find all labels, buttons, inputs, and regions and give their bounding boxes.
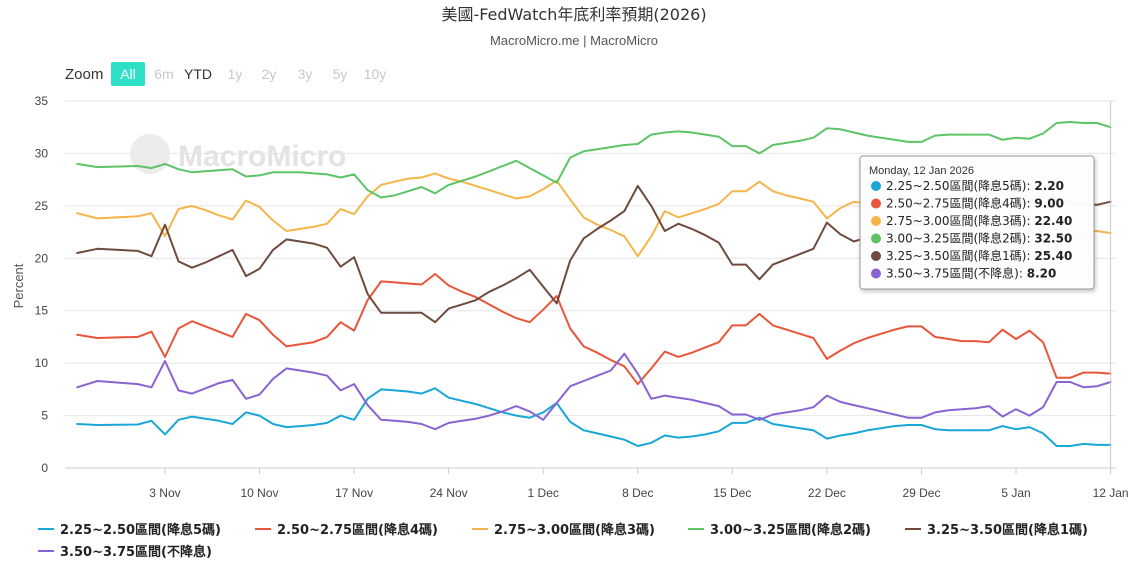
y-tick-label: 0	[41, 461, 48, 475]
x-tick-label: 29 Dec	[902, 486, 940, 500]
legend-label: 2.25~2.50區間(降息5碼)	[60, 522, 221, 538]
x-axis: 3 Nov 10 Nov 17 Nov 24 Nov 1 Dec 8 Dec 15 Dec 2…	[149, 468, 1129, 500]
zoom-btn-bg-0	[111, 62, 145, 86]
tooltip-marker-icon	[871, 233, 881, 244]
x-tick-label: 12 Jan	[1093, 486, 1129, 500]
tooltip-marker-icon	[871, 181, 881, 191]
legend-item-1[interactable]: 2.50~2.75區間(降息4碼)	[255, 522, 438, 538]
tooltip-row-value: 2.20	[1034, 179, 1064, 193]
tooltip-row-value: 9.00	[1034, 197, 1064, 211]
x-tick-label: 1 Dec	[528, 486, 559, 500]
watermark: MacroMicro	[130, 134, 346, 174]
tooltip-row-name: 2.50~2.75區間(降息4碼):	[886, 196, 1034, 211]
tooltip-row: 3.00~3.25區間(降息2碼): 32.50	[886, 231, 1072, 246]
y-axis: 0 5 10 15 20 25 30 35	[35, 94, 49, 475]
legend-item-5[interactable]: 3.50~3.75區間(不降息)	[38, 544, 212, 560]
y-axis-title: Percent	[11, 263, 26, 308]
tooltip-row-name: 3.00~3.25區間(降息2碼):	[886, 231, 1034, 246]
tooltip-row: 2.75~3.00區間(降息3碼): 22.40	[886, 213, 1072, 228]
chart-title: 美國-FedWatch年底利率預期(2026)	[441, 5, 706, 24]
zoom-button-ytd[interactable]: YTD	[184, 66, 212, 82]
tooltip-row-name: 2.75~3.00區間(降息3碼):	[886, 213, 1034, 228]
legend-label: 3.50~3.75區間(不降息)	[60, 544, 212, 560]
legend-label: 3.00~3.25區間(降息2碼)	[710, 522, 871, 538]
zoom-button-1y[interactable]: 1y	[228, 66, 243, 82]
x-tick-label: 10 Nov	[241, 486, 279, 500]
series-line-3[interactable]	[76, 121, 1112, 199]
y-tick-label: 25	[35, 199, 49, 213]
tooltip-marker-icon	[871, 216, 881, 226]
tooltip-row-name: 3.25~3.50區間(降息1碼):	[886, 248, 1034, 263]
tooltip-row: 2.50~2.75區間(降息4碼): 9.00	[886, 196, 1064, 211]
tooltip-row-value: 22.40	[1034, 214, 1072, 228]
y-tick-label: 20	[35, 251, 49, 265]
tooltip-marker-icon	[871, 198, 881, 209]
legend: 2.25~2.50區間(降息5碼) 2.50~2.75區間(降息4碼) 2.75~3…	[38, 522, 1088, 560]
x-tick-label: 24 Nov	[430, 486, 468, 500]
zoom-button-10y[interactable]: 10y	[364, 66, 387, 82]
watermark-logo-icon	[130, 134, 170, 174]
chart-subtitle: MacroMicro.me | MacroMicro	[490, 33, 658, 48]
tooltip-date: Monday, 12 Jan 2026	[869, 165, 974, 177]
legend-item-4[interactable]: 3.25~3.50區間(降息1碼)	[905, 522, 1088, 538]
x-tick-label: 22 Dec	[808, 486, 846, 500]
tooltip-box	[859, 155, 1095, 290]
tooltip-row-value: 32.50	[1034, 232, 1072, 246]
y-tick-label: 15	[35, 304, 49, 318]
tooltip: Monday, 12 Jan 2026 2.25~2.50區間(降息5碼): 2…	[859, 155, 1095, 290]
tooltip-row-value: 25.40	[1034, 249, 1072, 263]
legend-item-2[interactable]: 2.75~3.00區間(降息3碼)	[472, 522, 655, 538]
y-tick-label: 10	[35, 356, 49, 370]
x-tick-label: 15 Dec	[713, 486, 751, 500]
tooltip-marker-icon	[871, 251, 881, 261]
tooltip-row-value: 8.20	[1027, 267, 1057, 281]
legend-item-3[interactable]: 3.00~3.25區間(降息2碼)	[688, 522, 871, 538]
zoom-button-all[interactable]: All	[120, 66, 136, 82]
x-tick-label: 3 Nov	[149, 486, 180, 500]
y-tick-label: 5	[41, 409, 48, 423]
watermark-text: MacroMicro	[178, 140, 346, 173]
x-tick-label: 8 Dec	[622, 486, 653, 500]
zoom-label: Zoom	[65, 66, 103, 83]
series-line-0[interactable]	[76, 387, 1112, 447]
y-tick-label: 30	[35, 146, 49, 160]
tooltip-row: 3.50~3.75區間(不降息): 8.20	[886, 266, 1056, 281]
zoom-button-2y[interactable]: 2y	[262, 66, 277, 82]
zoom-button-3y[interactable]: 3y	[298, 66, 313, 82]
zoom-button-5y[interactable]: 5y	[333, 66, 348, 82]
tooltip-row: 2.25~2.50區間(降息5碼): 2.20	[886, 178, 1064, 193]
legend-item-0[interactable]: 2.25~2.50區間(降息5碼)	[38, 522, 221, 538]
series-line-1[interactable]	[76, 273, 1112, 386]
legend-label: 3.25~3.50區間(降息1碼)	[927, 522, 1088, 538]
legend-label: 2.50~2.75區間(降息4碼)	[277, 522, 438, 538]
x-tick-label: 5 Jan	[1001, 486, 1030, 500]
tooltip-row-name: 3.50~3.75區間(不降息):	[886, 266, 1027, 281]
tooltip-row: 3.25~3.50區間(降息1碼): 25.40	[886, 248, 1072, 263]
tooltip-marker-icon	[871, 268, 881, 279]
grid	[65, 100, 1116, 469]
zoom-buttons: All 6m YTD 1y 2y 3y 5y 10y	[111, 62, 386, 86]
zoom-button-6m[interactable]: 6m	[154, 66, 173, 82]
y-tick-label: 35	[35, 94, 49, 108]
x-tick-label: 17 Nov	[335, 486, 373, 500]
tooltip-row-name: 2.25~2.50區間(降息5碼):	[886, 178, 1034, 193]
legend-label: 2.75~3.00區間(降息3碼)	[494, 522, 655, 538]
series-line-5[interactable]	[76, 352, 1112, 431]
